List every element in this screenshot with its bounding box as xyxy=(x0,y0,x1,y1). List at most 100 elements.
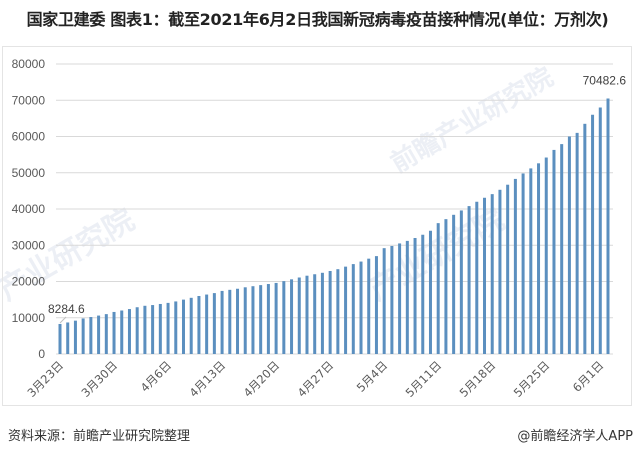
bar xyxy=(81,318,85,354)
bar xyxy=(336,269,340,354)
bar xyxy=(120,310,124,354)
chart-title: 国家卫建委 图表1：截至2021年6月2日我国新冠病毒疫苗接种情况(单位：万剂次… xyxy=(26,10,609,29)
bar xyxy=(521,173,525,354)
bar xyxy=(297,277,301,354)
bar xyxy=(251,286,255,354)
bar xyxy=(97,315,101,354)
x-tick-label: 6月1日 xyxy=(570,358,607,395)
x-tick-label: 4月27日 xyxy=(295,358,337,400)
y-tick-label: 0 xyxy=(38,347,45,361)
bar xyxy=(151,305,155,354)
bar xyxy=(305,275,309,354)
bar xyxy=(212,293,216,354)
bar xyxy=(220,290,224,354)
y-tick-label: 40000 xyxy=(12,202,46,216)
bar xyxy=(359,261,363,354)
bar xyxy=(444,219,448,354)
bar xyxy=(143,305,147,354)
y-tick-label: 50000 xyxy=(12,166,46,180)
bar xyxy=(552,149,556,354)
label-leader-line xyxy=(59,316,67,324)
bar xyxy=(421,234,425,354)
bar xyxy=(158,303,162,354)
bar xyxy=(529,168,533,354)
bar xyxy=(567,136,571,354)
x-tick-label: 5月4日 xyxy=(354,358,391,395)
data-label-last: 70482.6 xyxy=(583,74,627,88)
bar xyxy=(506,184,510,354)
x-tick-label: 5月11日 xyxy=(403,358,445,400)
bar xyxy=(236,288,240,354)
x-tick-label: 5月25日 xyxy=(511,358,553,400)
y-tick-label: 60000 xyxy=(12,130,46,144)
bar xyxy=(467,206,471,354)
bar xyxy=(498,189,502,354)
x-tick-label: 4月6日 xyxy=(138,358,175,395)
bar xyxy=(490,194,494,354)
y-tick-label: 20000 xyxy=(12,275,46,289)
bar xyxy=(274,282,278,354)
bar xyxy=(73,320,77,354)
bar xyxy=(166,302,170,354)
bar xyxy=(544,157,548,354)
bar xyxy=(205,294,209,354)
data-label-first: 8284.6 xyxy=(48,302,85,316)
bar xyxy=(606,98,610,354)
bar xyxy=(313,274,317,354)
bar xyxy=(328,270,332,354)
x-tick-label: 5月18日 xyxy=(457,358,499,400)
bar xyxy=(513,178,517,354)
x-tick-label: 3月30日 xyxy=(78,358,120,400)
bar xyxy=(259,285,263,354)
bar xyxy=(189,297,193,354)
bar xyxy=(475,201,479,354)
bar xyxy=(228,289,232,354)
chart-frame: 0 10000 20000 30000 40000 50000 60000 70000 8000… xyxy=(2,46,632,406)
bar xyxy=(344,266,348,354)
y-tick-label: 30000 xyxy=(12,238,46,252)
bar xyxy=(560,144,564,354)
source-note: 资料来源：前瞻产业研究院整理 xyxy=(8,429,191,444)
bar-chart: 0 10000 20000 30000 40000 50000 60000 70000 8000… xyxy=(12,57,627,400)
bar xyxy=(483,197,487,354)
bar xyxy=(413,238,417,354)
bar xyxy=(583,123,587,354)
y-tick-label: 10000 xyxy=(12,311,46,325)
bar xyxy=(537,163,541,354)
bar xyxy=(127,309,131,354)
x-tick-label: 3月23日 xyxy=(24,358,66,400)
bar xyxy=(598,107,602,354)
bar xyxy=(374,256,378,354)
bar xyxy=(575,132,579,354)
bar xyxy=(181,299,185,354)
bar xyxy=(66,322,70,354)
bar xyxy=(243,287,247,354)
bar xyxy=(390,245,394,354)
bar xyxy=(266,284,270,354)
y-tick-label: 70000 xyxy=(12,93,46,107)
bar xyxy=(382,248,386,354)
y-tick-label: 80000 xyxy=(12,57,46,71)
bar xyxy=(351,264,355,354)
bar xyxy=(197,296,201,354)
bar xyxy=(290,279,294,354)
bar xyxy=(112,311,116,354)
bar xyxy=(89,317,93,354)
bar xyxy=(174,301,178,354)
bar xyxy=(459,210,463,354)
bar xyxy=(436,223,440,354)
bar xyxy=(591,114,595,354)
bar xyxy=(58,323,62,354)
x-tick-label: 4月13日 xyxy=(187,358,229,400)
credit-note: @前瞻经济学人APP xyxy=(517,429,633,444)
bar xyxy=(367,258,371,354)
bar xyxy=(398,243,402,354)
bar xyxy=(282,281,286,354)
x-tick-label: 4月20日 xyxy=(241,358,283,400)
bar xyxy=(405,240,409,354)
bar xyxy=(135,307,139,354)
bar xyxy=(428,230,432,354)
bar xyxy=(452,214,456,354)
bar xyxy=(320,272,324,354)
bar xyxy=(104,314,108,354)
